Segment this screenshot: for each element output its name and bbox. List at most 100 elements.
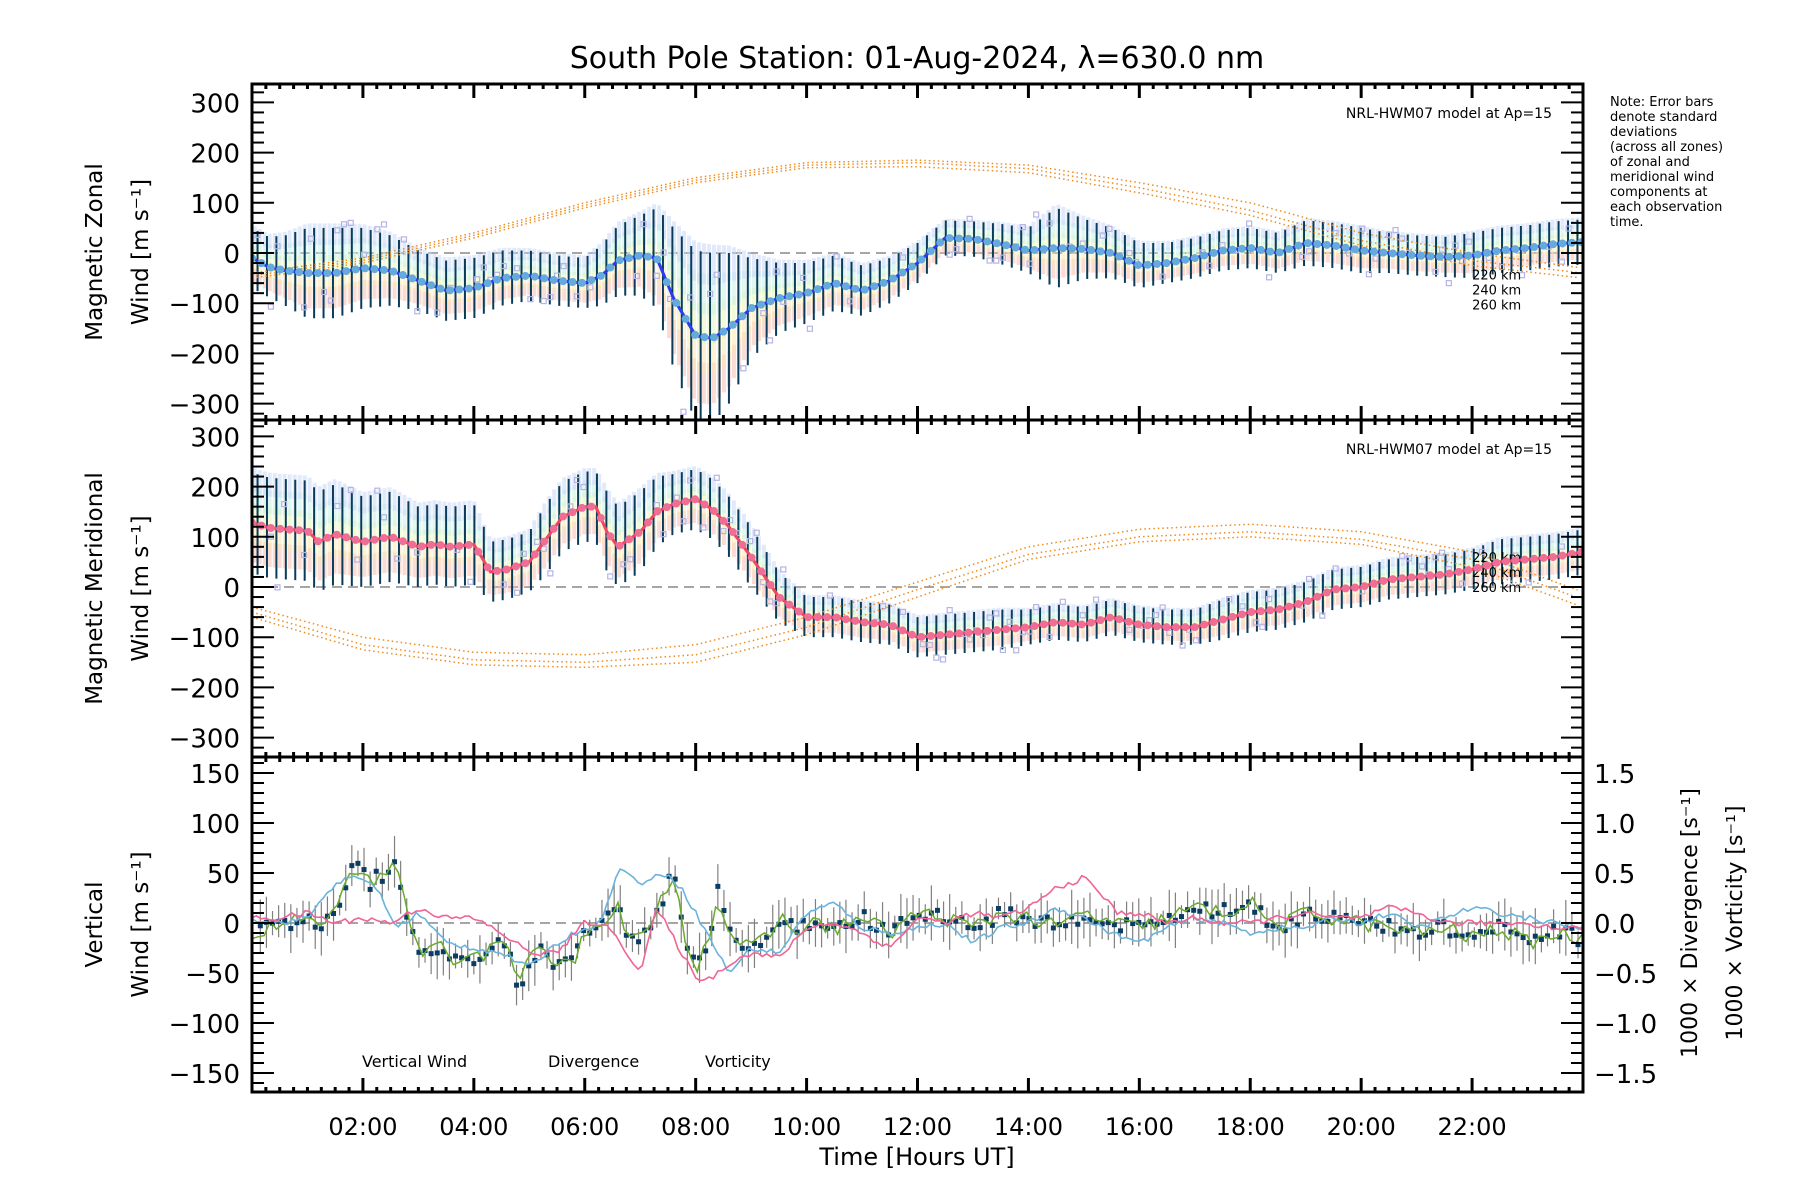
zone-band [1420, 554, 1425, 564]
zone-band [1435, 234, 1440, 245]
zone-band [392, 551, 397, 573]
zone-band [1206, 232, 1211, 242]
zone-band [307, 223, 312, 246]
trend-marker [1558, 551, 1567, 560]
zone-band [1340, 587, 1345, 598]
y-tick-label: 0 [223, 240, 240, 270]
vertical-marker [1270, 923, 1276, 929]
y-tick-label: −200 [169, 340, 240, 370]
zone-band [422, 291, 427, 307]
zone-marker [513, 589, 521, 596]
zone-band [532, 275, 537, 288]
zone-band [392, 520, 397, 542]
zone-band [1001, 635, 1006, 645]
zone-marker [753, 529, 760, 536]
zone-band [532, 248, 537, 261]
zone-band [1221, 256, 1226, 267]
zone-band [731, 510, 736, 526]
zone-band [572, 272, 577, 285]
zone-band [282, 544, 287, 569]
zone-band [682, 312, 687, 350]
zone-band [262, 273, 267, 289]
zone-band [766, 299, 771, 320]
zone-band [1285, 591, 1290, 602]
zone-band [542, 527, 547, 545]
zone-band [1425, 234, 1430, 244]
zone-band [422, 281, 427, 296]
zone-band [1211, 607, 1216, 617]
zone-band [477, 253, 482, 268]
zone-band [1360, 249, 1365, 261]
trend-marker [1124, 617, 1133, 626]
vertical-marker [727, 926, 733, 932]
zone-band [692, 498, 697, 513]
zone-band [1430, 255, 1435, 266]
zone-band [1555, 539, 1560, 551]
zone-band [1196, 263, 1201, 273]
zone-band [1196, 619, 1201, 628]
zone-band [696, 478, 701, 494]
vertical-marker [593, 925, 599, 931]
zone-band [1450, 571, 1455, 582]
zone-band [607, 546, 612, 567]
zone-marker [394, 555, 401, 562]
zone-band [951, 618, 956, 629]
zone-band [527, 256, 532, 269]
trend-marker [1388, 575, 1397, 584]
zone-band [1186, 613, 1191, 623]
zone-band [936, 223, 941, 233]
zone-band [1196, 256, 1201, 266]
zone-marker [1319, 612, 1326, 619]
zone-band [282, 280, 287, 298]
zone-band [407, 286, 412, 303]
zone-band [856, 613, 861, 624]
zone-band [1116, 229, 1121, 241]
zone-band [1570, 552, 1575, 564]
zone-band [427, 557, 432, 577]
zone-band [672, 481, 677, 496]
trend-marker [295, 526, 304, 535]
zone-band [427, 251, 432, 266]
zone-band [721, 498, 726, 514]
trend-marker [1153, 259, 1162, 268]
zone-band [1470, 238, 1475, 250]
zone-band [966, 244, 971, 253]
trend-marker [747, 553, 756, 562]
zone-band [901, 608, 906, 619]
trend-marker [295, 268, 304, 277]
zone-band [1241, 226, 1246, 237]
zone-band [352, 553, 357, 576]
zone-band [1455, 232, 1460, 244]
zone-band [337, 254, 342, 276]
zone-band [806, 301, 811, 316]
zone-band [1535, 549, 1540, 561]
zone-band [432, 295, 437, 310]
zone-band [437, 255, 442, 270]
trend-marker [1530, 554, 1539, 563]
zone-band [996, 221, 1001, 232]
trend-marker [1209, 618, 1218, 627]
zone-band [347, 238, 352, 259]
zone-band [841, 284, 846, 298]
zone-band [1146, 271, 1151, 282]
zone-band [826, 264, 831, 278]
vertical-marker [1160, 920, 1166, 926]
zone-band [1560, 250, 1565, 262]
trend-marker [1360, 246, 1369, 255]
trend-marker [1285, 602, 1294, 611]
trend-marker [266, 523, 275, 532]
zone-band [337, 550, 342, 575]
zone-band [1350, 593, 1355, 604]
right-axis-tick-label: 0.5 [1594, 860, 1635, 890]
y-tick-label: −200 [169, 674, 240, 704]
zone-band [512, 576, 517, 591]
zone-band [791, 591, 796, 602]
zone-band [1001, 229, 1006, 240]
zone-marker [1345, 250, 1353, 257]
zone-band [1355, 572, 1360, 582]
zone-band [362, 224, 367, 244]
zone-band [592, 257, 597, 272]
zone-band [951, 237, 956, 246]
